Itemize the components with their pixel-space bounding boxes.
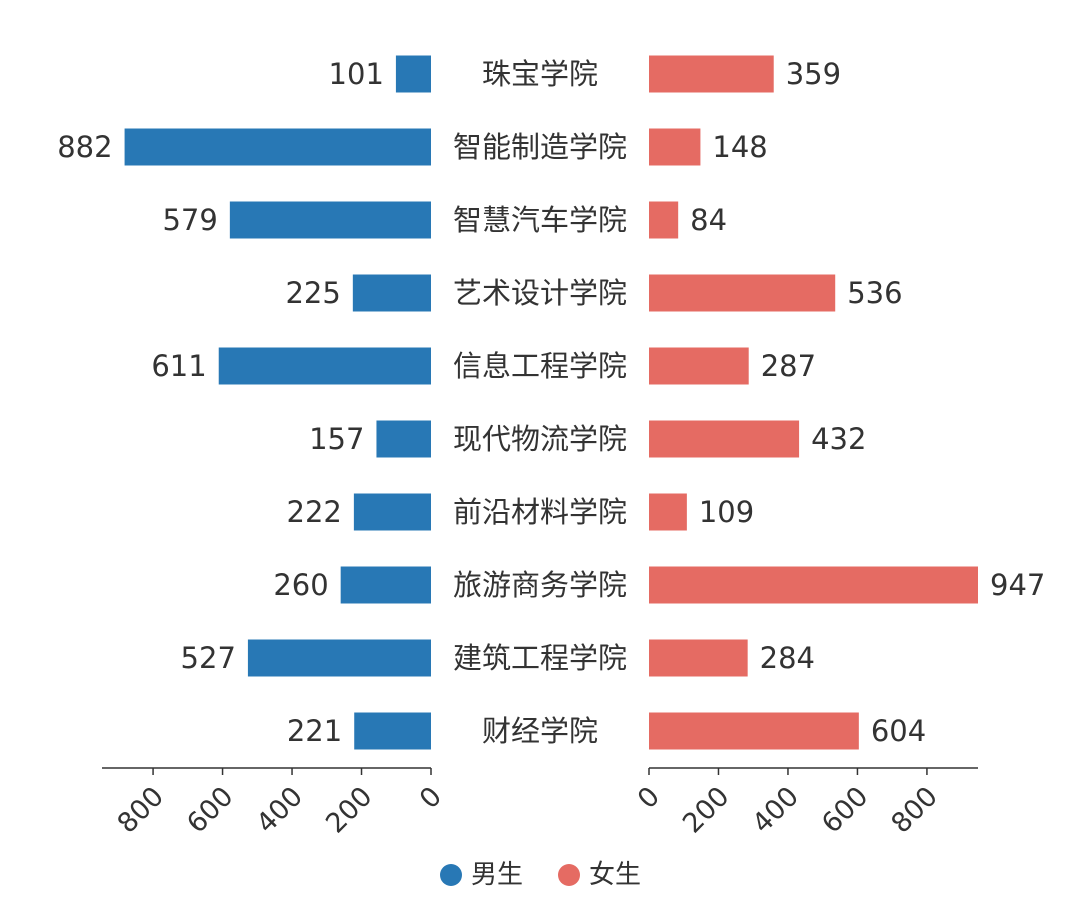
legend-male-label: 男生 bbox=[471, 860, 523, 890]
male-axis-tick-label: 400 bbox=[251, 781, 309, 839]
female-bar bbox=[649, 201, 679, 239]
male-bar bbox=[352, 274, 431, 312]
male-value-label: 579 bbox=[162, 203, 217, 237]
male-value-labels: 101 882 579 225 611 157 222 260 527 221 bbox=[57, 57, 384, 748]
female-value-label: 604 bbox=[871, 714, 926, 748]
category-label: 珠宝学院 bbox=[482, 57, 598, 91]
female-axis-tick-label: 600 bbox=[816, 781, 874, 839]
female-bar bbox=[649, 493, 687, 531]
legend-male-swatch bbox=[440, 864, 462, 886]
female-axis-tick-label: 0 bbox=[632, 781, 666, 815]
category-label: 现代物流学院 bbox=[453, 422, 627, 456]
category-label: 智慧汽车学院 bbox=[453, 203, 627, 237]
male-value-label: 225 bbox=[285, 276, 340, 310]
male-bars-group bbox=[124, 55, 431, 750]
male-bar bbox=[247, 639, 431, 677]
male-axis-tick-label: 600 bbox=[181, 781, 239, 839]
female-bar bbox=[649, 55, 774, 93]
female-value-label: 359 bbox=[786, 57, 841, 91]
male-bar bbox=[229, 201, 431, 239]
male-value-label: 101 bbox=[329, 57, 384, 91]
male-value-label: 221 bbox=[287, 714, 342, 748]
male-bar bbox=[353, 493, 431, 531]
male-bar bbox=[124, 128, 431, 166]
male-value-label: 527 bbox=[181, 641, 236, 675]
category-label: 艺术设计学院 bbox=[453, 276, 627, 310]
male-value-label: 157 bbox=[309, 422, 364, 456]
male-bar bbox=[354, 712, 431, 750]
male-bar bbox=[340, 566, 431, 604]
female-bar bbox=[649, 639, 748, 677]
male-value-label: 611 bbox=[151, 349, 206, 383]
female-value-label: 109 bbox=[699, 495, 754, 529]
male-axis-tick-label: 800 bbox=[112, 781, 170, 839]
female-x-axis: 0 200 400 600 800 bbox=[632, 767, 978, 839]
female-value-label: 284 bbox=[760, 641, 815, 675]
legend-female-label: 女生 bbox=[589, 860, 641, 890]
female-axis-tick-label: 800 bbox=[886, 781, 944, 839]
category-label: 建筑工程学院 bbox=[453, 641, 627, 675]
female-value-label: 432 bbox=[811, 422, 866, 456]
male-value-label: 882 bbox=[57, 130, 112, 164]
category-label: 旅游商务学院 bbox=[453, 568, 627, 602]
category-label: 智能制造学院 bbox=[453, 130, 627, 164]
category-labels: 珠宝学院智能制造学院智慧汽车学院艺术设计学院信息工程学院现代物流学院前沿材料学院… bbox=[453, 57, 627, 748]
category-label: 前沿材料学院 bbox=[453, 495, 627, 529]
category-label: 财经学院 bbox=[482, 714, 598, 748]
female-value-label: 536 bbox=[847, 276, 902, 310]
female-bar bbox=[649, 566, 978, 604]
male-axis-tick-label: 0 bbox=[414, 781, 448, 815]
female-bar bbox=[649, 712, 859, 750]
male-bar bbox=[218, 347, 431, 385]
female-value-label: 287 bbox=[761, 349, 816, 383]
category-label: 信息工程学院 bbox=[453, 349, 627, 383]
male-value-label: 260 bbox=[273, 568, 328, 602]
female-value-label: 947 bbox=[990, 568, 1045, 602]
male-bar bbox=[395, 55, 431, 93]
female-value-labels: 359 148 84 536 287 432 109 947 284 604 bbox=[690, 57, 1045, 748]
legend-female-swatch bbox=[558, 864, 580, 886]
female-value-label: 148 bbox=[712, 130, 767, 164]
female-bar bbox=[649, 274, 836, 312]
female-value-label: 84 bbox=[690, 203, 727, 237]
male-value-label: 222 bbox=[287, 495, 342, 529]
female-axis-tick-label: 400 bbox=[747, 781, 805, 839]
male-bar bbox=[376, 420, 431, 458]
female-bar bbox=[649, 347, 749, 385]
female-bar bbox=[649, 128, 701, 166]
legend: 男生 女生 bbox=[440, 860, 641, 890]
female-axis-tick-label: 200 bbox=[677, 781, 735, 839]
female-bars-group bbox=[649, 55, 978, 750]
male-axis-tick-label: 200 bbox=[320, 781, 378, 839]
female-bar bbox=[649, 420, 800, 458]
